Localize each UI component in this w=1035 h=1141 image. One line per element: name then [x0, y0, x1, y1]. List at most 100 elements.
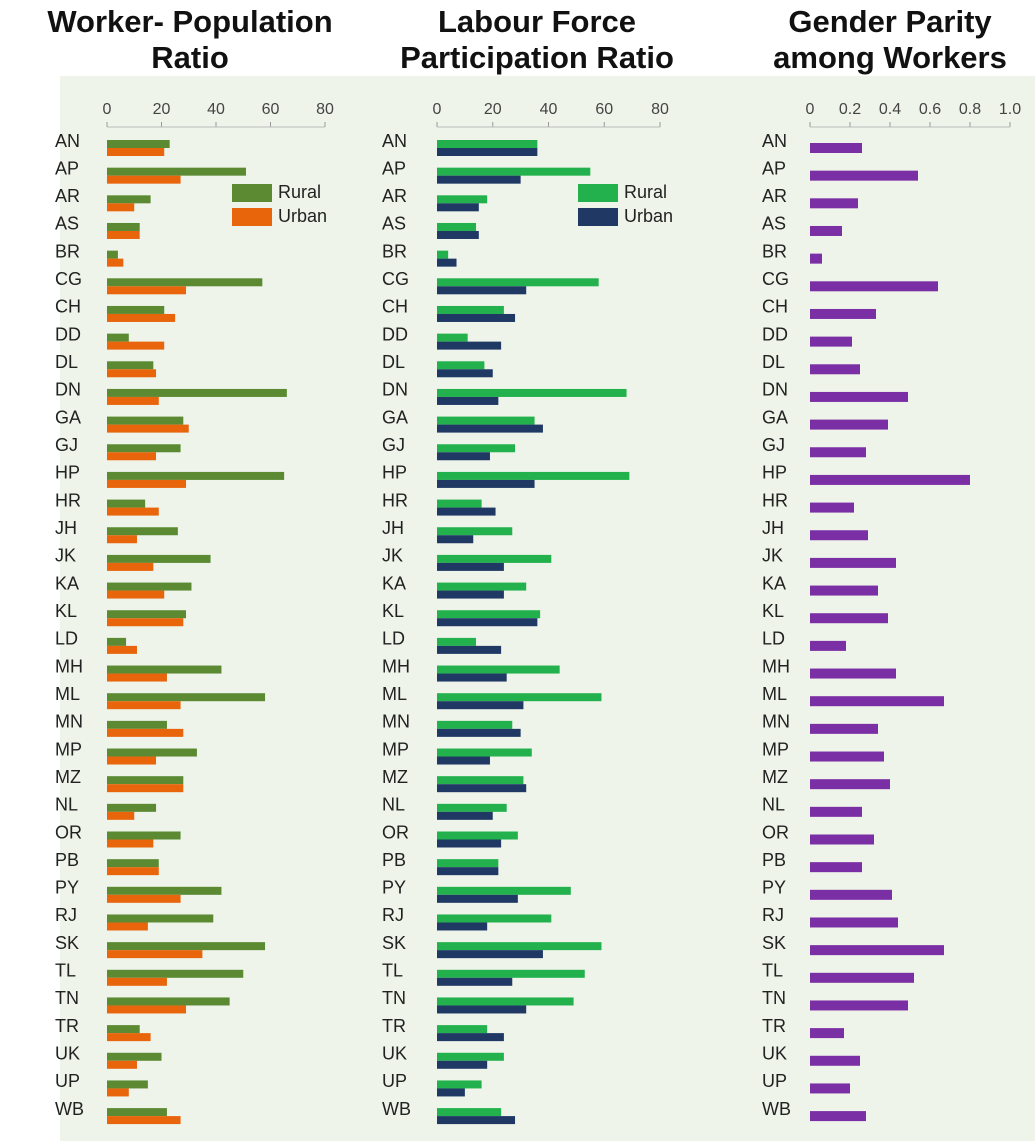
bar — [437, 859, 499, 868]
bar — [437, 313, 516, 322]
bar — [437, 693, 602, 702]
bar — [437, 610, 541, 619]
bar — [437, 637, 477, 646]
bar — [437, 175, 521, 184]
bar — [437, 1108, 502, 1117]
bar — [437, 701, 524, 710]
bar — [810, 945, 944, 956]
category-label: GJ — [762, 435, 785, 455]
category-label: AN — [55, 131, 80, 151]
bar — [437, 203, 479, 212]
bar — [437, 969, 585, 978]
bar — [810, 225, 842, 236]
bar — [437, 1080, 482, 1089]
category-label: LD — [762, 629, 785, 649]
bar — [437, 1088, 465, 1097]
bar — [437, 361, 485, 370]
bar — [107, 554, 211, 563]
category-label: UK — [382, 1044, 407, 1064]
category-label: JK — [382, 546, 403, 566]
bar — [107, 479, 187, 488]
bar — [107, 1005, 187, 1014]
category-label: TN — [55, 988, 79, 1008]
bar — [107, 590, 165, 599]
bar — [107, 1088, 129, 1097]
bar — [437, 222, 477, 231]
bar — [107, 618, 184, 627]
bar — [437, 278, 599, 287]
legend-label: Rural — [624, 182, 667, 202]
bar — [107, 582, 192, 591]
x-tick-label: 40 — [540, 101, 558, 118]
category-label: KA — [762, 573, 786, 593]
bar — [107, 665, 222, 674]
bar — [810, 170, 918, 181]
category-label: RJ — [762, 905, 784, 925]
category-label: MP — [762, 739, 789, 759]
category-label: NL — [762, 795, 785, 815]
category-label: UK — [762, 1044, 787, 1064]
x-tick-label: 60 — [262, 101, 280, 118]
bar — [107, 250, 118, 259]
bar — [437, 507, 496, 516]
bar — [437, 748, 532, 757]
bar — [437, 914, 552, 923]
bar — [810, 779, 890, 790]
bar — [107, 748, 197, 757]
bar — [107, 1025, 140, 1034]
bar — [107, 313, 176, 322]
category-label: HR — [762, 490, 788, 510]
bar — [107, 1033, 151, 1042]
category-label: MH — [55, 656, 83, 676]
category-label: JH — [762, 518, 784, 538]
category-label: PB — [382, 850, 406, 870]
panel-title: Labour Force Participation Ratio — [400, 4, 674, 75]
bar — [437, 554, 552, 563]
category-label: UP — [762, 1071, 787, 1091]
bar — [810, 834, 874, 845]
category-label: AN — [382, 131, 407, 151]
bar — [437, 886, 571, 895]
category-label: GJ — [382, 435, 405, 455]
bar — [437, 396, 499, 405]
category-label: DD — [762, 324, 788, 344]
bar — [107, 361, 154, 370]
bar — [810, 474, 970, 485]
bar — [107, 756, 157, 765]
bar — [107, 562, 154, 571]
category-label: OR — [55, 822, 82, 842]
category-label: ML — [382, 684, 407, 704]
bar — [810, 696, 944, 707]
bar — [107, 803, 157, 812]
bar — [107, 776, 184, 785]
category-label: WB — [55, 1099, 84, 1119]
category-label: DN — [55, 380, 81, 400]
bar — [107, 444, 181, 453]
category-label: DD — [382, 324, 408, 344]
bar — [107, 914, 214, 923]
category-label: CH — [55, 297, 81, 317]
bar — [107, 1060, 137, 1069]
bar — [437, 645, 502, 654]
category-label: UP — [382, 1071, 407, 1091]
bar — [810, 1083, 850, 1094]
x-tick-label: 80 — [651, 101, 669, 118]
category-label: AR — [55, 186, 80, 206]
category-label: AP — [762, 158, 786, 178]
category-label: ML — [55, 684, 80, 704]
x-tick-label: 0.6 — [919, 101, 941, 118]
bar — [107, 507, 159, 516]
bar — [107, 195, 151, 204]
category-label: LD — [55, 629, 78, 649]
category-label: BR — [55, 241, 80, 261]
bar — [107, 894, 181, 903]
category-label: AP — [382, 158, 406, 178]
category-label: DD — [55, 324, 81, 344]
category-label: JH — [55, 518, 77, 538]
category-label: KL — [382, 601, 404, 621]
bar — [107, 720, 167, 729]
bar — [107, 535, 137, 544]
bar — [437, 867, 499, 876]
bar — [107, 471, 285, 480]
bar — [437, 1060, 488, 1069]
